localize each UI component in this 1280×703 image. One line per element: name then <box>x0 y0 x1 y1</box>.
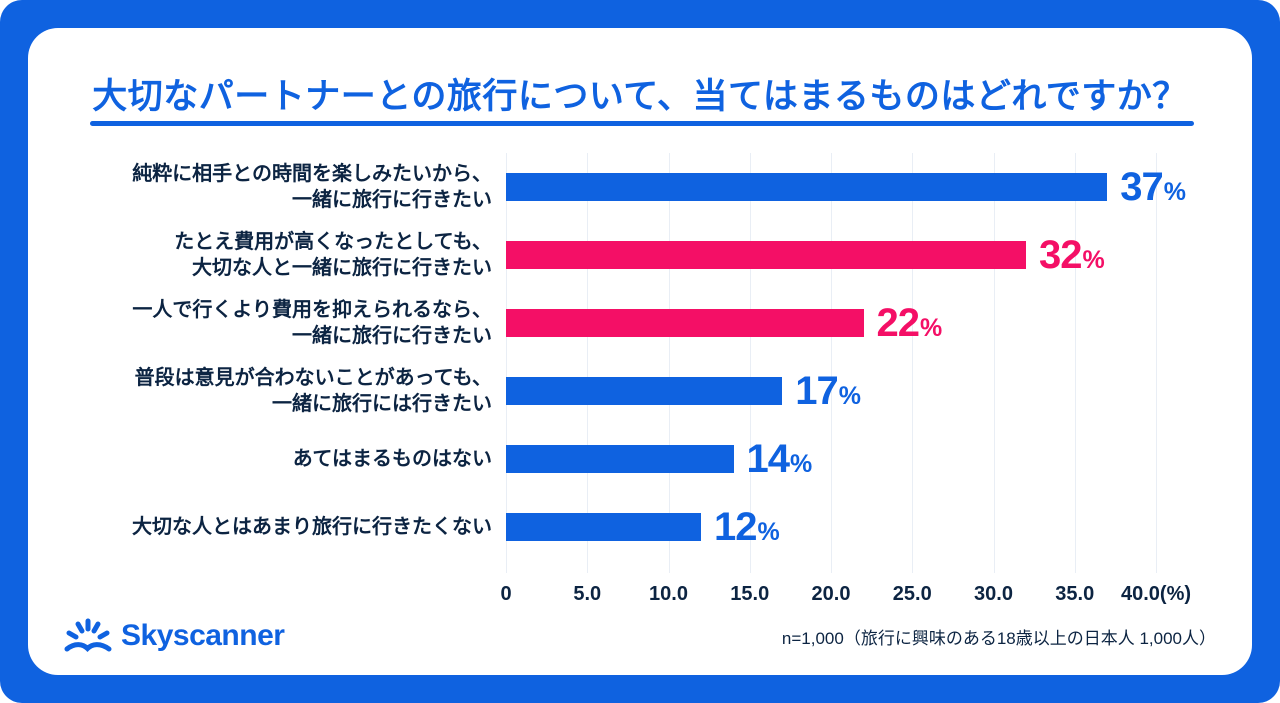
chart-rows: 純粋に相手との時間を楽しみたいから、 一緒に旅行に行きたい 37% たとえ費用が高く… <box>98 153 1198 561</box>
value-number: 14 <box>746 436 790 481</box>
title-underline <box>90 121 1194 126</box>
bar-row: あてはまるものはない 14% <box>98 425 1198 493</box>
axis-tick-label: 30.0 <box>974 583 1013 605</box>
value-label: 12% <box>714 505 780 550</box>
bar <box>506 377 783 405</box>
value-percent-sign: % <box>920 313 943 342</box>
bar-row: 一人で行くより費用を抑えられるなら、 一緒に旅行に行きたい 22% <box>98 289 1198 357</box>
category-label: たとえ費用が高くなったとしても、 大切な人と一緒に旅行に行きたい <box>174 230 492 279</box>
bar <box>506 173 1108 201</box>
axis-tick-label: 10.0 <box>649 583 688 605</box>
value-number: 22 <box>876 300 920 345</box>
value-label: 17% <box>795 369 861 414</box>
value-label: 14% <box>747 437 813 482</box>
bar-track: 37% <box>506 165 1186 210</box>
value-number: 17 <box>795 368 838 413</box>
value-number: 12 <box>714 504 757 549</box>
chart-title: 大切なパートナーとの旅行について、当てはまるものはどれですか？ <box>92 77 1188 116</box>
value-percent-sign: % <box>1082 245 1105 274</box>
footer: Skyscanner n=1,000（旅行に興味のある18歳以上の日本人 1,0… <box>64 614 1216 658</box>
skyscanner-logo: Skyscanner <box>64 616 285 656</box>
value-label: 32% <box>1039 233 1105 278</box>
value-percent-sign: % <box>757 517 780 546</box>
value-label: 22% <box>877 301 943 346</box>
bar <box>506 241 1026 269</box>
bar <box>506 309 864 337</box>
bar-row: 大切な人とはあまり旅行に行きたくない 12% <box>98 493 1198 561</box>
axis-tick-label: 5.0 <box>573 583 602 605</box>
value-percent-sign: % <box>1163 177 1186 206</box>
bar-track: 14% <box>506 437 1162 482</box>
bar <box>506 445 734 473</box>
skyscanner-sun-icon <box>64 618 112 653</box>
bar-track: 32% <box>506 233 1162 278</box>
category-label: 大切な人とはあまり旅行に行きたくない <box>132 515 492 538</box>
sample-size-note: n=1,000（旅行に興味のある18歳以上の日本人 1,000人） <box>781 628 1216 648</box>
bar-row: たとえ費用が高くなったとしても、 大切な人と一緒に旅行に行きたい 32% <box>98 221 1198 289</box>
category-label: 普段は意見が合わないことがあっても、 一緒に旅行には行きたい <box>134 366 492 415</box>
value-percent-sign: % <box>790 449 813 478</box>
bar <box>506 513 701 541</box>
bar-track: 17% <box>506 369 1162 414</box>
axis-tick-label: 40.0(%) <box>1120 583 1192 605</box>
axis-tick-label: 15.0 <box>730 583 770 605</box>
bar-track: 22% <box>506 301 1162 346</box>
bar-row: 純粋に相手との時間を楽しみたいから、 一緒に旅行に行きたい 37% <box>98 153 1198 221</box>
axis-tick-label: 25.0 <box>892 583 932 605</box>
value-number: 32 <box>1039 232 1082 277</box>
chart-card: 大切なパートナーとの旅行について、当てはまるものはどれですか？ 純粋に相手との時… <box>28 28 1252 675</box>
category-label: 純粋に相手との時間を楽しみたいから、 一緒に旅行に行きたい <box>132 162 492 211</box>
bar-chart: 純粋に相手との時間を楽しみたいから、 一緒に旅行に行きたい 37% たとえ費用が高く… <box>98 153 1198 623</box>
value-label: 37% <box>1120 165 1186 210</box>
x-axis: 0 5.0 10.0 15.0 20.0 25.0 30.0 35.0 40.0(%) <box>500 583 1191 609</box>
value-percent-sign: % <box>838 381 861 410</box>
category-label: あてはまるものはない <box>292 447 492 470</box>
axis-tick-label: 35.0 <box>1055 583 1095 605</box>
bar-track: 12% <box>506 505 1162 550</box>
bar-row: 普段は意見が合わないことがあっても、 一緒に旅行には行きたい 17% <box>98 357 1198 425</box>
axis-tick-label: 0 <box>500 583 512 605</box>
logo-text: Skyscanner <box>121 619 285 652</box>
category-label: 一人で行くより費用を抑えられるなら、 一緒に旅行に行きたい <box>132 298 492 347</box>
value-number: 37 <box>1120 164 1163 209</box>
axis-tick-label: 20.0 <box>811 583 851 605</box>
